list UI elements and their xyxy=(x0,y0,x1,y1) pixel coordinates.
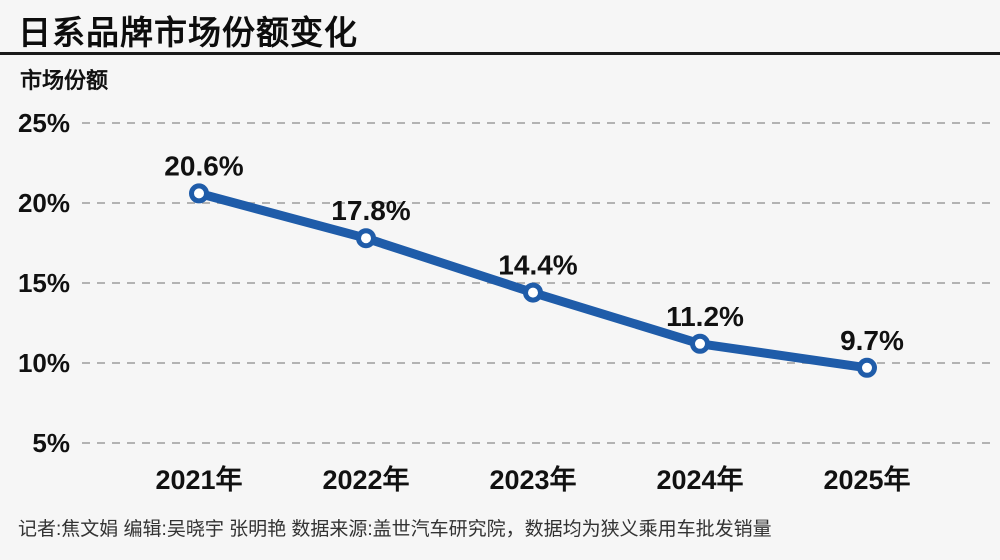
x-tick-label: 2024年 xyxy=(656,464,743,495)
data-point-label: 20.6% xyxy=(164,150,243,181)
data-point xyxy=(857,357,877,378)
x-tick-label: 2022年 xyxy=(322,464,409,495)
y-tick-label: 25% xyxy=(18,108,70,138)
data-point-label: 14.4% xyxy=(498,250,577,281)
data-point-label: 9.7% xyxy=(840,325,904,356)
data-point-label: 11.2% xyxy=(666,301,744,332)
y-tick-label: 10% xyxy=(18,348,70,378)
y-tick-label: 5% xyxy=(32,428,70,458)
page-title: 日系品牌市场份额变化 xyxy=(18,14,358,51)
data-point xyxy=(690,333,710,354)
y-tick-label: 20% xyxy=(18,188,70,218)
credits-footer: 记者:焦文娟 编辑:吴晓宇 张明艳 数据来源:盖世汽车研究院，数据均为狭义乘用车… xyxy=(18,519,772,540)
data-point-label: 17.8% xyxy=(331,195,410,226)
data-point xyxy=(523,282,543,303)
title-underline xyxy=(0,52,1000,55)
x-tick-label: 2025年 xyxy=(823,464,910,495)
x-tick-label: 2023年 xyxy=(489,464,576,495)
y-axis-title: 市场份额 xyxy=(20,68,109,93)
data-point xyxy=(356,228,376,249)
data-point xyxy=(189,183,209,204)
x-tick-label: 2021年 xyxy=(155,464,242,495)
y-tick-label: 15% xyxy=(18,268,70,298)
